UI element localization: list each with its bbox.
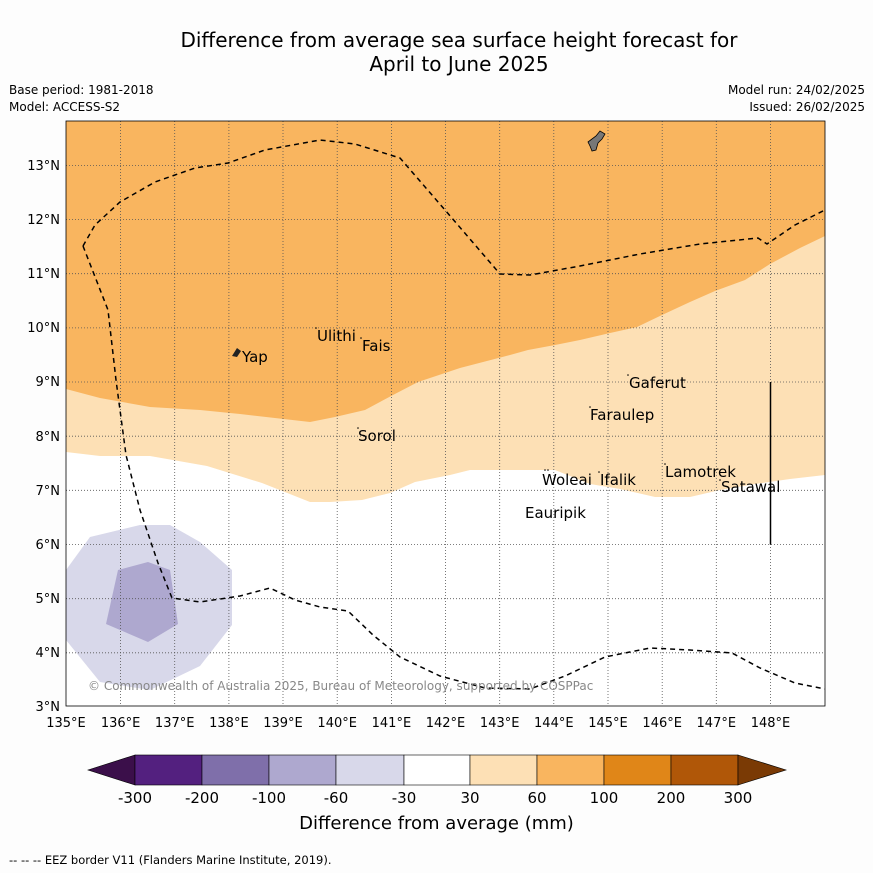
place-label-lamotrek: Lamotrek <box>665 463 736 481</box>
model-text: Model: ACCESS-S2 <box>9 100 121 114</box>
x-tick-label: 137°E <box>155 716 195 731</box>
x-tick-label: 148°E <box>751 716 791 731</box>
place-labels: Yap Ulithi Fais Gaferut Faraulep Sorol L… <box>241 327 780 522</box>
y-tick-label: 3°N <box>36 700 61 715</box>
place-label-sorol: Sorol <box>358 427 396 445</box>
place-label-woleai: Woleai <box>542 471 592 489</box>
colorbar-segment <box>536 754 605 786</box>
x-tick-label: 143°E <box>480 716 520 731</box>
y-tick-label: 12°N <box>27 213 60 228</box>
map-frame <box>65 120 826 707</box>
y-tick-label: 9°N <box>36 375 61 390</box>
colorbar-segment <box>268 754 337 786</box>
map-title: Difference from average sea surface heig… <box>0 28 873 76</box>
colorbar-tick-label: -200 <box>185 789 219 807</box>
x-tick-label: 138°E <box>209 716 249 731</box>
colorbar-tick-label: -300 <box>118 789 152 807</box>
colorbar-tick-label: 60 <box>527 789 546 807</box>
anomaly-minus60-minus100-region <box>106 562 178 642</box>
y-axis-tick-labels: 3°N 4°N 5°N 6°N 7°N 8°N 9°N 10°N 11°N 12… <box>27 159 60 715</box>
colorbar-segment <box>134 754 203 786</box>
y-tick-label: 10°N <box>27 321 60 336</box>
colorbar-tick-label: 100 <box>590 789 619 807</box>
model-run-text: Model run: 24/02/2025 <box>727 83 865 97</box>
colorbar-tick-labels: -300 -200 -100 -60 -30 30 60 100 200 300 <box>118 789 752 807</box>
colorbar-tick-label: 300 <box>724 789 753 807</box>
place-label-ulithi: Ulithi <box>317 327 356 345</box>
x-tick-label: 145°E <box>588 716 628 731</box>
colorbar-segment <box>335 754 405 786</box>
place-label-ifalik: Ifalik <box>600 471 636 489</box>
y-tick-label: 4°N <box>36 646 61 661</box>
x-axis-tick-labels: 135°E 136°E 137°E 138°E 139°E 140°E 141°… <box>46 716 790 731</box>
meta-right: Model run: 24/02/2025 Issued: 26/02/2025 <box>728 82 865 116</box>
x-tick-label: 140°E <box>317 716 357 731</box>
y-tick-label: 8°N <box>36 430 61 445</box>
place-label-yap: Yap <box>241 348 268 366</box>
colorbar-segment <box>603 754 672 786</box>
map-plot-area: Yap Ulithi Fais Gaferut Faraulep Sorol L… <box>66 121 825 706</box>
place-label-fais: Fais <box>362 337 391 355</box>
eez-border-west <box>82 245 825 690</box>
colorbar-tick-label: -100 <box>252 789 286 807</box>
colorbar-label: Difference from average (mm) <box>299 813 574 834</box>
colorbar-tick-label: 30 <box>460 789 479 807</box>
colorbar-tick-label: -30 <box>392 789 417 807</box>
y-tick-label: 13°N <box>27 159 60 174</box>
map-title-line1: Difference from average sea surface heig… <box>180 28 738 52</box>
colorbar-segment <box>469 754 538 786</box>
x-tick-label: 144°E <box>534 716 574 731</box>
colorbar-segment <box>201 754 270 786</box>
place-markers <box>315 327 721 481</box>
x-tick-label: 142°E <box>426 716 466 731</box>
x-tick-label: 139°E <box>263 716 303 731</box>
place-label-gaferut: Gaferut <box>629 374 686 392</box>
colorbar-tick-label: -60 <box>324 789 349 807</box>
y-tick-label: 11°N <box>27 267 60 282</box>
copyright-text: © Commonwealth of Australia 2025, Bureau… <box>88 679 593 693</box>
place-label-faraulep: Faraulep <box>590 406 654 424</box>
colorbar-min-extension <box>87 754 136 786</box>
eez-border-north <box>82 139 825 276</box>
x-tick-label: 136°E <box>101 716 141 731</box>
x-tick-label: 141°E <box>372 716 412 731</box>
map-title-line2: April to June 2025 <box>369 52 549 76</box>
place-label-eauripik: Eauripik <box>525 504 586 522</box>
guam-island-shape <box>587 130 606 152</box>
meta-left: Base period: 1981-2018 Model: ACCESS-S2 <box>9 82 154 116</box>
footnote-text: -- -- -- EEZ border V11 (Flanders Marine… <box>9 853 332 867</box>
colorbar-segment <box>670 754 739 786</box>
y-tick-label: 5°N <box>36 592 61 607</box>
colorbar-max-extension <box>737 754 788 786</box>
colorbar <box>87 754 788 786</box>
yap-island-shape <box>232 348 241 357</box>
y-tick-label: 7°N <box>36 484 61 499</box>
base-period-text: Base period: 1981-2018 <box>9 83 154 97</box>
grid-lines <box>66 121 825 706</box>
x-tick-label: 147°E <box>697 716 737 731</box>
colorbar-segment <box>403 754 471 786</box>
x-tick-label: 135°E <box>46 716 86 731</box>
issued-text: Issued: 26/02/2025 <box>749 100 865 114</box>
y-tick-label: 6°N <box>36 538 61 553</box>
x-tick-label: 146°E <box>642 716 682 731</box>
place-label-satawal: Satawal <box>721 478 780 496</box>
colorbar-tick-label: 200 <box>657 789 686 807</box>
